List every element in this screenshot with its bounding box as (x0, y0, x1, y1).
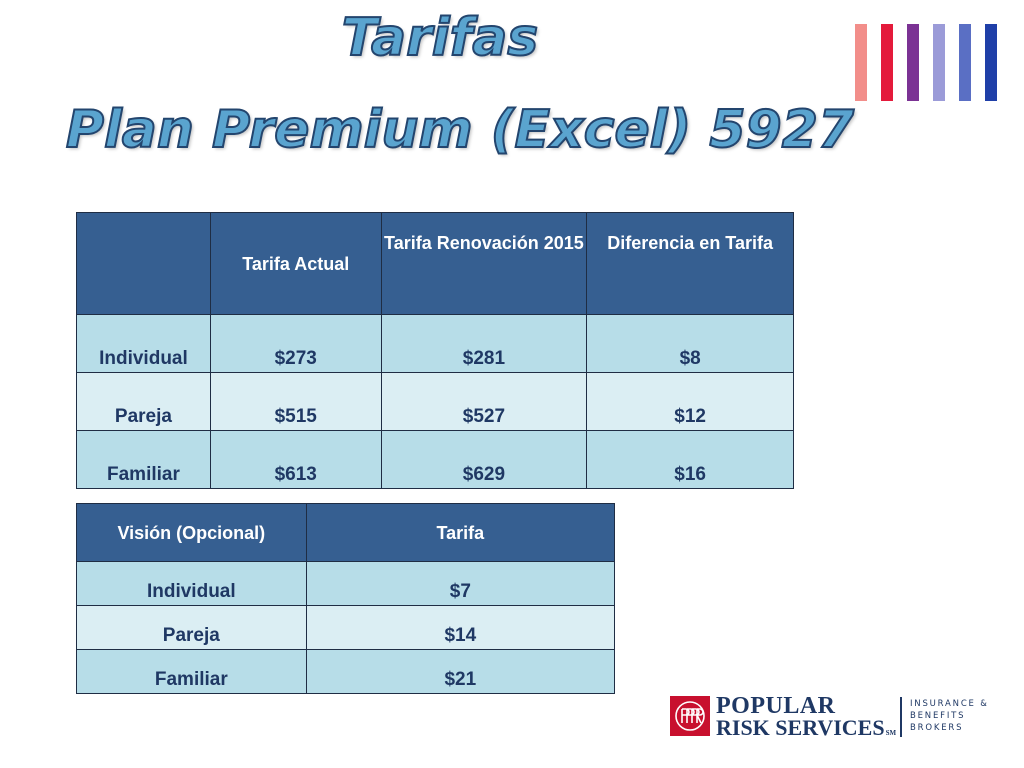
table-header-row: Tarifa Actual Tarifa Renovación 2015 Dif… (76, 212, 794, 315)
cell-diferencia: $16 (586, 430, 794, 489)
logo-wordmark: POPULAR RISK SERVICESSM (716, 694, 896, 739)
table-row: Familiar $21 (76, 649, 616, 694)
cell-actual: $515 (209, 372, 382, 431)
slide-title: Tarifas (341, 7, 540, 69)
brand-stripe (907, 24, 919, 101)
brand-stripe (985, 24, 997, 101)
row-label: Individual (76, 561, 307, 606)
brand-stripe (959, 24, 971, 101)
table-row: Familiar $613 $629 $16 (76, 430, 794, 489)
logo-line-2: RISK SERVICES (716, 715, 885, 740)
plan-rates-table: Tarifa Actual Tarifa Renovación 2015 Dif… (76, 212, 794, 489)
logo-line-1: POPULAR (716, 693, 836, 719)
brand-stripe (855, 24, 867, 101)
header-cell-empty (76, 212, 211, 315)
row-label: Pareja (76, 605, 307, 650)
tagline-line: BENEFITS (910, 711, 966, 721)
logo-service-mark: SM (885, 729, 897, 737)
header-tarifa-actual: Tarifa Actual (209, 212, 382, 315)
brand-stripe (881, 24, 893, 101)
header-tarifa: Tarifa (305, 503, 616, 562)
cell-renovacion: $281 (380, 314, 588, 373)
table-row: Individual $7 (76, 561, 616, 606)
table-header-row: Visión (Opcional) Tarifa (76, 503, 616, 562)
table-row: Pareja $515 $527 $12 (76, 372, 794, 431)
header-vision: Visión (Opcional) (76, 503, 307, 562)
cell-renovacion: $527 (380, 372, 588, 431)
slide-subtitle: Plan Premium (Excel) 5927 (65, 99, 855, 161)
header-diferencia: Diferencia en Tarifa (586, 212, 794, 315)
tagline-line: BROKERS (910, 723, 964, 733)
brand-stripe (933, 24, 945, 101)
vision-rates-table: Visión (Opcional) Tarifa Individual $7 P… (76, 503, 616, 694)
table-row: Pareja $14 (76, 605, 616, 650)
row-label: Individual (76, 314, 211, 373)
row-label: Familiar (76, 430, 211, 489)
cell-tarifa: $14 (305, 605, 616, 650)
tagline-line: INSURANCE & (910, 699, 989, 709)
cell-diferencia: $8 (586, 314, 794, 373)
cell-renovacion: $629 (380, 430, 588, 489)
header-tarifa-renovacion: Tarifa Renovación 2015 (380, 212, 588, 315)
table-row: Individual $273 $281 $8 (76, 314, 794, 373)
cell-tarifa: $21 (305, 649, 616, 694)
cell-diferencia: $12 (586, 372, 794, 431)
logo-divider (900, 697, 902, 737)
row-label: Familiar (76, 649, 307, 694)
logo-tagline: INSURANCE & BENEFITS BROKERS (910, 698, 989, 734)
bppr-mark-icon (670, 696, 710, 736)
cell-actual: $273 (209, 314, 382, 373)
cell-actual: $613 (209, 430, 382, 489)
row-label: Pareja (76, 372, 211, 431)
popular-risk-services-logo: POPULAR RISK SERVICESSM INSURANCE & BENE… (670, 694, 1000, 740)
cell-tarifa: $7 (305, 561, 616, 606)
